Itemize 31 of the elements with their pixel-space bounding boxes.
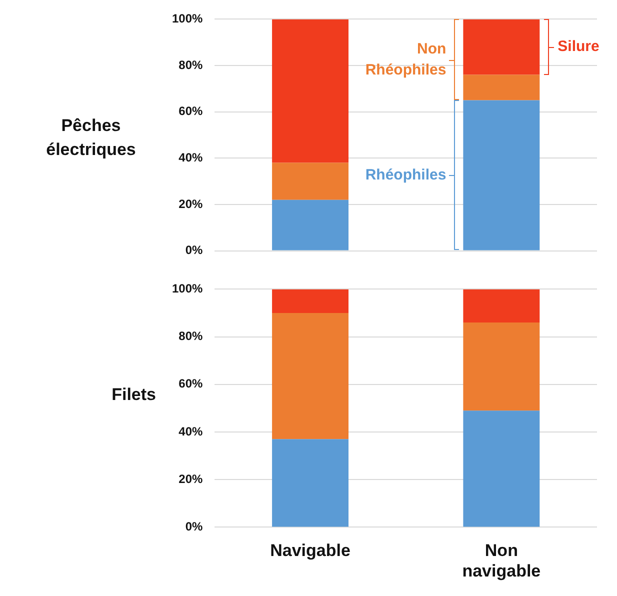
bar — [272, 19, 348, 163]
bar — [272, 289, 348, 313]
y-tick-label: 0% — [185, 243, 204, 258]
y-tick-label: 20% — [178, 472, 204, 486]
y-axis-title: Pêches électriques — [45, 114, 137, 160]
y-tick-label: 40% — [178, 424, 204, 438]
x-tick-label: Non navigable — [462, 541, 541, 580]
bar — [272, 162, 348, 200]
y-tick-label: 40% — [178, 150, 204, 164]
bar — [463, 322, 540, 411]
series-label: Silure — [558, 38, 600, 56]
y-tick-label: 20% — [178, 196, 204, 211]
y-axis-title: Filets — [112, 384, 156, 406]
x-tick-label: Navigable — [270, 541, 350, 560]
bar — [272, 313, 348, 440]
bar — [463, 74, 540, 100]
y-tick-label: 80% — [178, 329, 204, 344]
y-tick-label: 60% — [178, 104, 204, 118]
bar — [272, 439, 348, 527]
legend-label: Rhéophiles — [365, 166, 446, 184]
y-tick-label: 60% — [178, 376, 204, 391]
y-tick-label: 80% — [178, 58, 204, 72]
bar — [463, 410, 540, 527]
bar — [463, 19, 540, 75]
bar — [463, 289, 540, 323]
y-tick-label: 0% — [185, 520, 204, 534]
bar — [463, 100, 540, 250]
legend-label: Non Rhéophiles — [365, 40, 446, 78]
bar — [272, 200, 348, 250]
y-tick-label: 100% — [172, 282, 204, 296]
y-tick-label: 100% — [172, 12, 204, 26]
